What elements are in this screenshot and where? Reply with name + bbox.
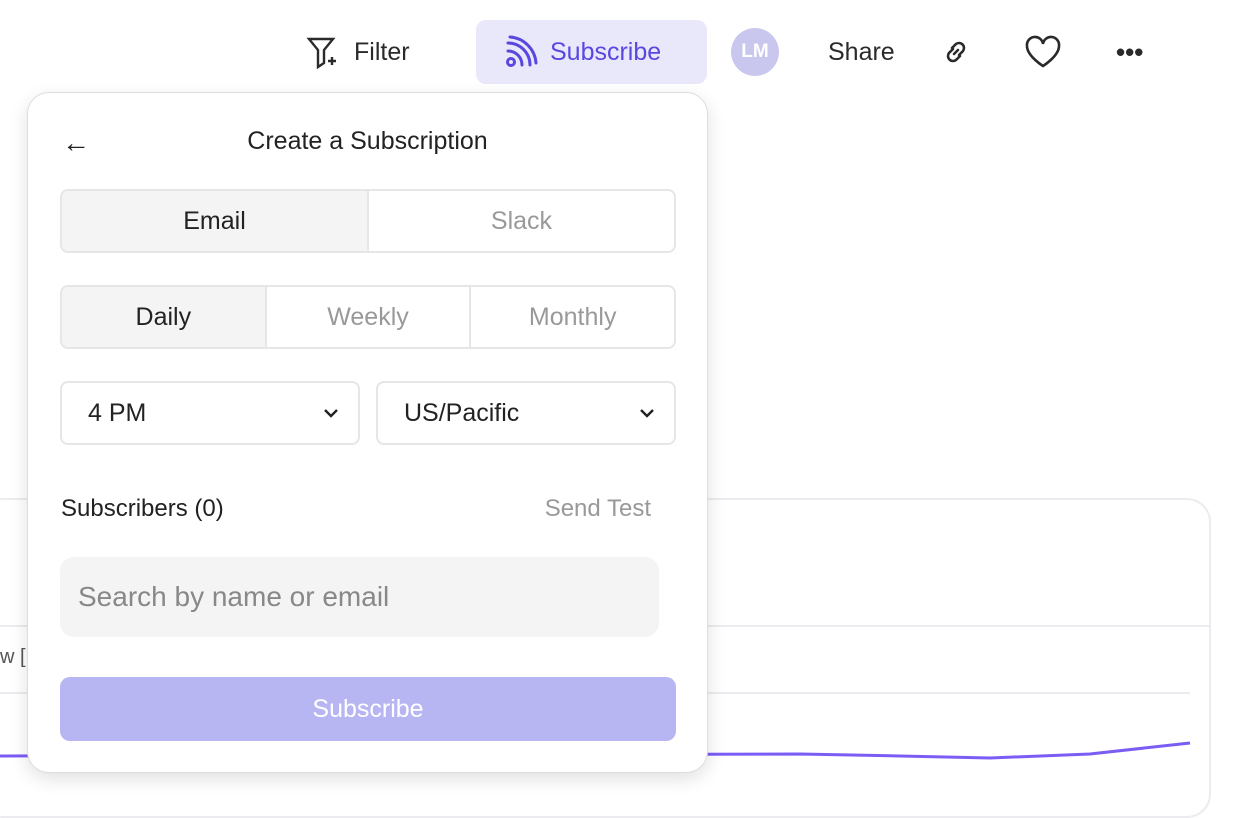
chevron-down-icon [324,409,338,418]
subscribe-button[interactable]: Subscribe [476,20,707,84]
frequency-tabs: Daily Weekly Monthly [60,285,676,349]
heart-icon [1025,35,1061,68]
back-arrow-icon[interactable]: ← [62,127,90,158]
axis-label: w [ [0,646,26,668]
filter-button[interactable]: Filter [306,20,410,84]
tab-monthly[interactable]: Monthly [469,287,674,347]
popover-title: Create a Subscription [247,127,488,155]
more-button[interactable]: ••• [1116,20,1143,84]
chevron-down-icon [640,409,654,418]
subscription-popover: ← Create a Subscription Email Slack Dail… [27,92,708,773]
send-test-button[interactable]: Send Test [544,495,651,522]
rss-icon [506,35,538,67]
tab-slack[interactable]: Slack [367,191,674,251]
share-button[interactable]: Share [828,20,895,84]
link-icon [946,41,966,63]
channel-tabs: Email Slack [60,189,676,253]
link-button[interactable] [940,20,972,84]
share-label: Share [828,37,895,66]
tab-email[interactable]: Email [62,191,367,251]
time-select[interactable]: 4 PM [60,381,360,445]
subscribe-label: Subscribe [550,37,662,66]
toolbar: Filter Subscribe LM Share ••• [0,20,1234,84]
avatar[interactable]: LM [731,28,779,76]
subscribe-submit-button[interactable]: Subscribe [60,677,676,741]
timezone-value: US/Pacific [404,398,520,427]
subscribers-label: Subscribers (0) [61,495,224,522]
more-icon: ••• [1116,36,1144,67]
filter-label: Filter [354,37,410,66]
favorite-button[interactable] [1024,20,1062,84]
subscriber-search-input[interactable] [60,557,659,637]
tab-weekly[interactable]: Weekly [264,287,470,347]
time-value: 4 PM [88,398,147,427]
filter-add-icon [306,37,336,69]
timezone-select[interactable]: US/Pacific [376,381,676,445]
tab-daily[interactable]: Daily [62,287,265,347]
